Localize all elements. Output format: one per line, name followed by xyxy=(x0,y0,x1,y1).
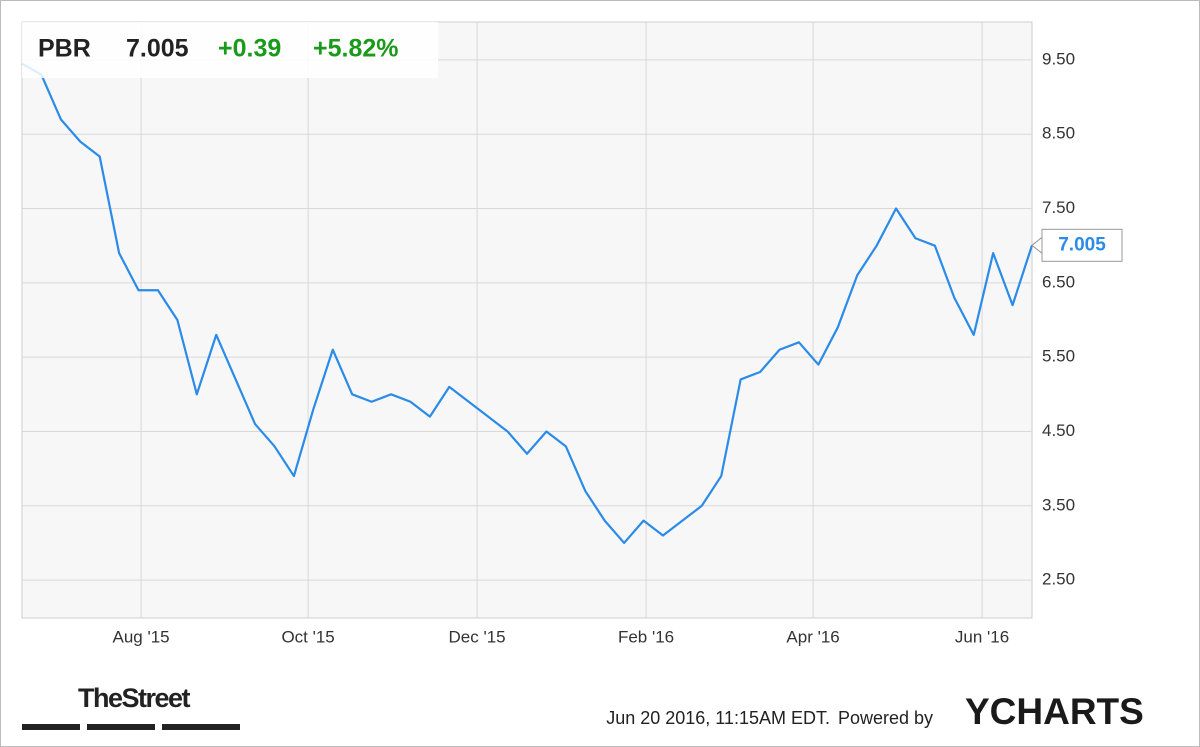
price-line xyxy=(21,62,1034,545)
plot-area xyxy=(21,21,1033,619)
y-tick-label: 7.50 xyxy=(1042,198,1075,217)
y-tick-label: 3.50 xyxy=(1042,495,1075,514)
x-tick-label: Jun '16 xyxy=(955,627,1009,646)
x-tick-label: Feb '16 xyxy=(618,627,674,646)
symbol: PBR xyxy=(38,35,91,63)
y-tick-label: 9.50 xyxy=(1042,49,1075,68)
x-tick-label: Dec '15 xyxy=(449,627,506,646)
logo-bar xyxy=(162,724,240,730)
logo-bar xyxy=(22,724,80,730)
powered-by: Powered by xyxy=(838,708,933,728)
y-tick-label: 5.50 xyxy=(1042,347,1075,366)
source: TheStreet xyxy=(78,683,191,713)
change-pct: +5.82% xyxy=(313,35,399,63)
y-tick-label: 4.50 xyxy=(1042,421,1075,440)
y-tick-label: 8.50 xyxy=(1042,124,1075,143)
logo-bar xyxy=(87,724,155,730)
change: +0.39 xyxy=(218,35,281,63)
timestamp: Jun 20 2016, 11:15AM EDT. xyxy=(606,708,830,728)
y-tick-label: 2.50 xyxy=(1042,570,1075,589)
price: 7.005 xyxy=(126,35,189,63)
x-tick-label: Apr '16 xyxy=(786,627,839,646)
x-tick-label: Oct '15 xyxy=(281,627,334,646)
last-value-label: 7.005 xyxy=(1058,234,1106,255)
brand: YCHARTS xyxy=(965,691,1144,732)
y-tick-label: 6.50 xyxy=(1042,272,1075,291)
header-box xyxy=(22,22,438,78)
x-tick-label: Aug '15 xyxy=(112,627,169,646)
last-value-box xyxy=(1041,228,1123,262)
